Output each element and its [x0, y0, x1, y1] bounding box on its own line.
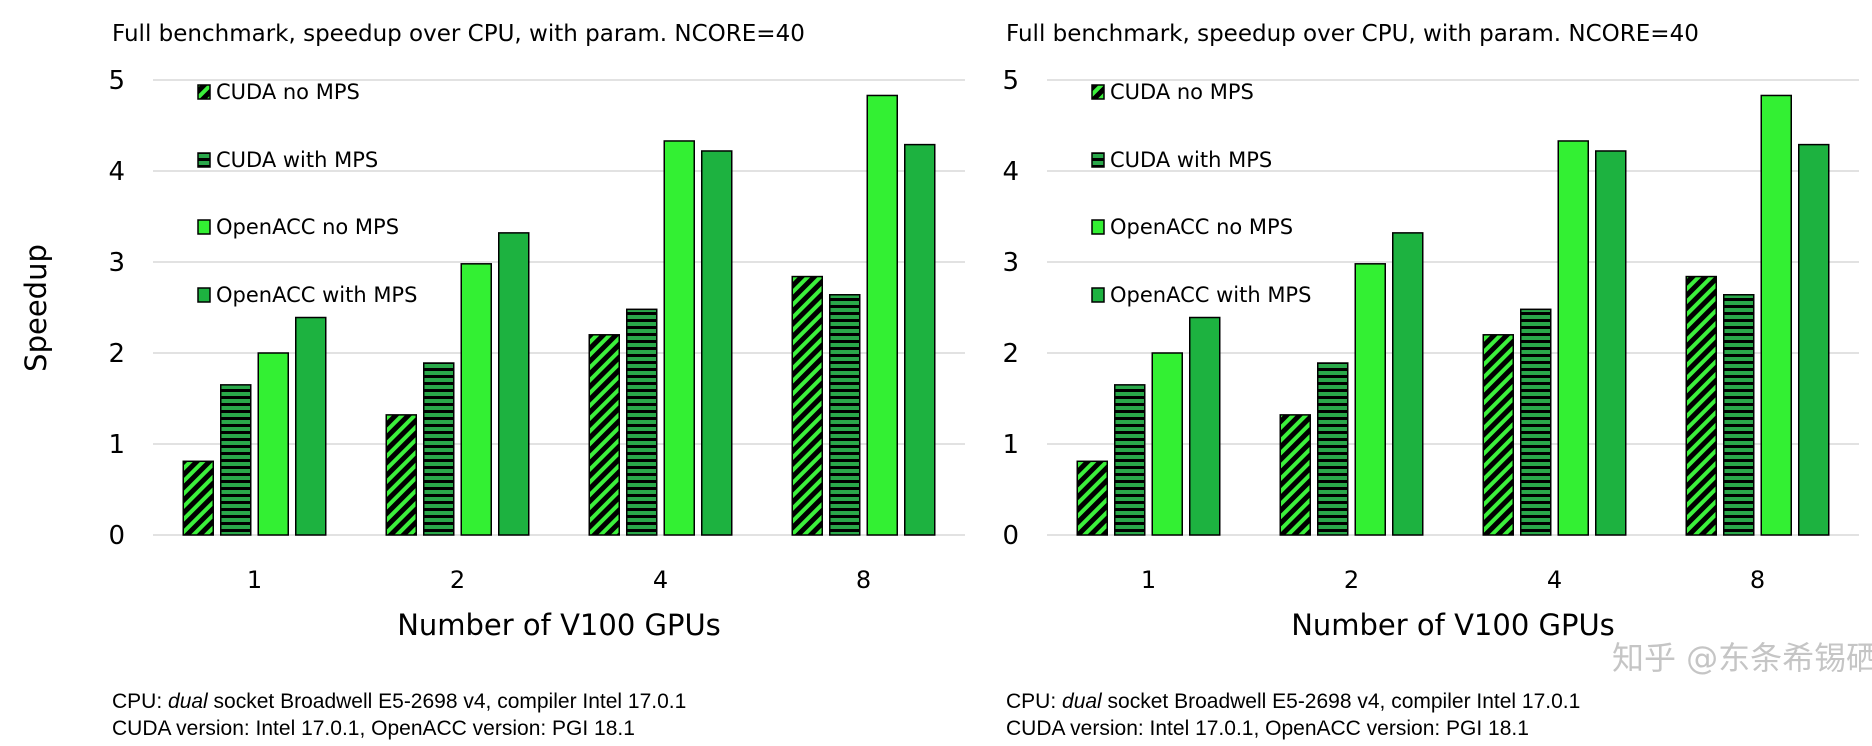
- footer-text: socket Broadwell E5-2698 v4, compiler In…: [207, 690, 687, 713]
- chart-title: Full benchmark, speedup over CPU, with p…: [1006, 21, 1699, 47]
- bar-cuda-with-mps: [1114, 384, 1146, 536]
- bar-openacc-no-mps: [1151, 352, 1183, 536]
- legend-label: OpenACC no MPS: [1110, 215, 1293, 239]
- legend-swatch: [197, 152, 211, 168]
- y-tick-label: 3: [1002, 248, 1019, 278]
- x-tick-label: 4: [653, 566, 668, 594]
- footer-line-2: CUDA version: Intel 17.0.1, OpenACC vers…: [1006, 717, 1529, 740]
- y-tick-label: 4: [1002, 157, 1019, 187]
- watermark: 知乎 @东条希锡硒: [1612, 639, 1872, 677]
- footer-line-1: CPU: dual socket Broadwell E5-2698 v4, c…: [112, 688, 686, 715]
- bar-cuda-with-mps: [1520, 308, 1552, 536]
- bar-openacc-with-mps: [701, 150, 733, 536]
- x-tick-label: 4: [1547, 566, 1562, 594]
- bar-openacc-no-mps: [1760, 94, 1792, 536]
- legend-label: OpenACC no MPS: [216, 215, 399, 239]
- legend-label: CUDA no MPS: [216, 80, 360, 104]
- bar-cuda-with-mps: [829, 294, 861, 536]
- footer-text: CPU:: [1006, 690, 1063, 713]
- bar-openacc-no-mps: [1557, 140, 1589, 536]
- bar-cuda-no-mps: [1279, 414, 1311, 536]
- chart-title: Full benchmark, speedup over CPU, with p…: [112, 21, 805, 47]
- x-tick-label: 1: [247, 566, 262, 594]
- y-tick-label: 5: [108, 66, 125, 96]
- bar-openacc-with-mps: [498, 232, 530, 536]
- bar-cuda-with-mps: [423, 362, 455, 536]
- y-tick-label: 0: [1002, 521, 1019, 551]
- y-tick-label: 2: [1002, 339, 1019, 369]
- y-tick-label: 3: [108, 248, 125, 278]
- y-tick-label: 1: [108, 430, 125, 460]
- bar-openacc-with-mps: [295, 316, 327, 536]
- footer-left: CPU: dual socket Broadwell E5-2698 v4, c…: [112, 688, 686, 742]
- bar-openacc-no-mps: [663, 140, 695, 536]
- footer-text: CPU:: [112, 690, 169, 713]
- legend-label: OpenACC with MPS: [216, 283, 417, 307]
- x-axis-title: Number of V100 GPUs: [397, 608, 721, 642]
- footer-emph: dual: [1062, 690, 1102, 713]
- legend-swatch: [1091, 287, 1105, 303]
- y-tick-label: 5: [1002, 66, 1019, 96]
- bar-openacc-no-mps: [866, 94, 898, 536]
- legend-label: CUDA no MPS: [1110, 80, 1254, 104]
- bar-openacc-with-mps: [1595, 150, 1627, 536]
- y-tick-label: 1: [1002, 430, 1019, 460]
- legend-swatch: [1091, 84, 1105, 100]
- bar-cuda-with-mps: [220, 384, 252, 536]
- bar-cuda-no-mps: [791, 275, 823, 536]
- bar-cuda-with-mps: [1317, 362, 1349, 536]
- bar-cuda-no-mps: [182, 460, 214, 536]
- legend-swatch: [197, 287, 211, 303]
- footer-line-2: CUDA version: Intel 17.0.1, OpenACC vers…: [112, 717, 635, 740]
- x-tick-label: 8: [1750, 566, 1765, 594]
- bar-cuda-no-mps: [1076, 460, 1108, 536]
- y-tick-label: 2: [108, 339, 125, 369]
- x-tick-label: 1: [1141, 566, 1156, 594]
- bar-openacc-with-mps: [1798, 143, 1830, 536]
- bar-cuda-no-mps: [385, 414, 417, 536]
- bar-cuda-no-mps: [1685, 275, 1717, 536]
- footer-emph: dual: [168, 690, 208, 713]
- y-tick-label: 4: [108, 157, 125, 187]
- bar-cuda-with-mps: [1723, 294, 1755, 536]
- x-tick-label: 8: [856, 566, 871, 594]
- x-tick-label: 2: [450, 566, 465, 594]
- legend-swatch: [1091, 152, 1105, 168]
- legend-swatch: [197, 219, 211, 235]
- bar-openacc-with-mps: [904, 143, 936, 536]
- bar-openacc-no-mps: [257, 352, 289, 536]
- bar-cuda-no-mps: [588, 334, 620, 536]
- footer-line-1: CPU: dual socket Broadwell E5-2698 v4, c…: [1006, 688, 1580, 715]
- legend-label: CUDA with MPS: [1110, 148, 1272, 172]
- legend-label: CUDA with MPS: [216, 148, 378, 172]
- legend-swatch: [197, 84, 211, 100]
- y-tick-label: 0: [108, 521, 125, 551]
- footer-text: socket Broadwell E5-2698 v4, compiler In…: [1101, 690, 1581, 713]
- y-axis-title: Speedup: [19, 244, 53, 372]
- x-axis-title: Number of V100 GPUs: [1291, 608, 1615, 642]
- bar-openacc-with-mps: [1189, 316, 1221, 536]
- x-tick-label: 2: [1344, 566, 1359, 594]
- legend-swatch: [1091, 219, 1105, 235]
- bar-cuda-with-mps: [626, 308, 658, 536]
- footer-right: CPU: dual socket Broadwell E5-2698 v4, c…: [1006, 688, 1580, 742]
- bar-openacc-no-mps: [1354, 263, 1386, 536]
- bar-cuda-no-mps: [1482, 334, 1514, 536]
- legend-label: OpenACC with MPS: [1110, 283, 1311, 307]
- bar-openacc-with-mps: [1392, 232, 1424, 536]
- bar-openacc-no-mps: [460, 263, 492, 536]
